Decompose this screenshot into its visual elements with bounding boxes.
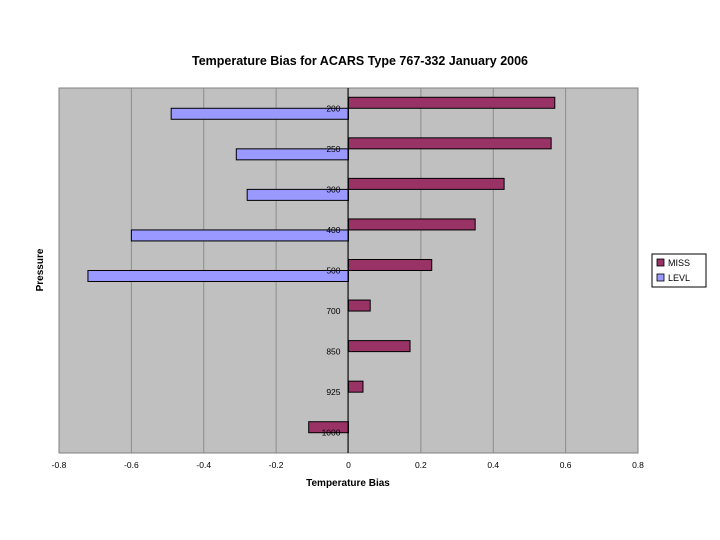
bar-miss-700 bbox=[348, 299, 371, 312]
category-labels: 200 250 300 400 500 700 850 925 1000 bbox=[322, 103, 341, 437]
x-tick-label: -0.8 bbox=[52, 460, 67, 470]
x-tick-label: 0 bbox=[346, 460, 351, 470]
x-tick-label: -0.4 bbox=[196, 460, 211, 470]
category-label: 500 bbox=[326, 266, 340, 276]
bar-levl-400 bbox=[130, 229, 349, 242]
legend-swatch-levl bbox=[656, 273, 665, 282]
bars bbox=[87, 96, 556, 434]
bar-miss-400 bbox=[348, 218, 476, 231]
bar-miss-925 bbox=[348, 380, 364, 393]
chart-title: Temperature Bias for ACARS Type 767-332 … bbox=[192, 54, 528, 68]
legend-label-levl: LEVL bbox=[668, 273, 690, 283]
category-label: 200 bbox=[326, 103, 340, 113]
x-tick-label: 0.4 bbox=[487, 460, 499, 470]
category-label: 250 bbox=[326, 144, 340, 154]
category-label: 300 bbox=[326, 184, 340, 194]
category-label: 700 bbox=[326, 306, 340, 316]
category-label: 1000 bbox=[322, 428, 341, 438]
x-axis-title: Temperature Bias bbox=[306, 478, 390, 489]
category-label: 925 bbox=[326, 387, 340, 397]
bar-miss-850 bbox=[348, 340, 411, 353]
category-label: 400 bbox=[326, 225, 340, 235]
category-label: 850 bbox=[326, 347, 340, 357]
x-tick-labels: -0.8 -0.6 -0.4 -0.2 0 0.2 0.4 0.6 0.8 bbox=[52, 460, 645, 470]
x-tick-label: -0.2 bbox=[269, 460, 284, 470]
x-tick-label: 0.8 bbox=[632, 460, 644, 470]
legend-label-miss: MISS bbox=[668, 258, 690, 268]
y-axis-title: Pressure bbox=[35, 248, 46, 291]
bar-miss-300 bbox=[348, 177, 505, 190]
legend-swatch-miss bbox=[656, 258, 665, 267]
x-tick-label: -0.6 bbox=[124, 460, 139, 470]
x-tick-label: 0.6 bbox=[560, 460, 572, 470]
bar-miss-250 bbox=[348, 137, 552, 150]
bar-levl-200 bbox=[170, 107, 349, 120]
bar-miss-500 bbox=[348, 259, 433, 271]
legend: MISS LEVL bbox=[651, 253, 707, 288]
bar-miss-200 bbox=[348, 96, 556, 109]
bar-levl-500 bbox=[87, 270, 349, 282]
x-tick-label: 0.2 bbox=[415, 460, 427, 470]
